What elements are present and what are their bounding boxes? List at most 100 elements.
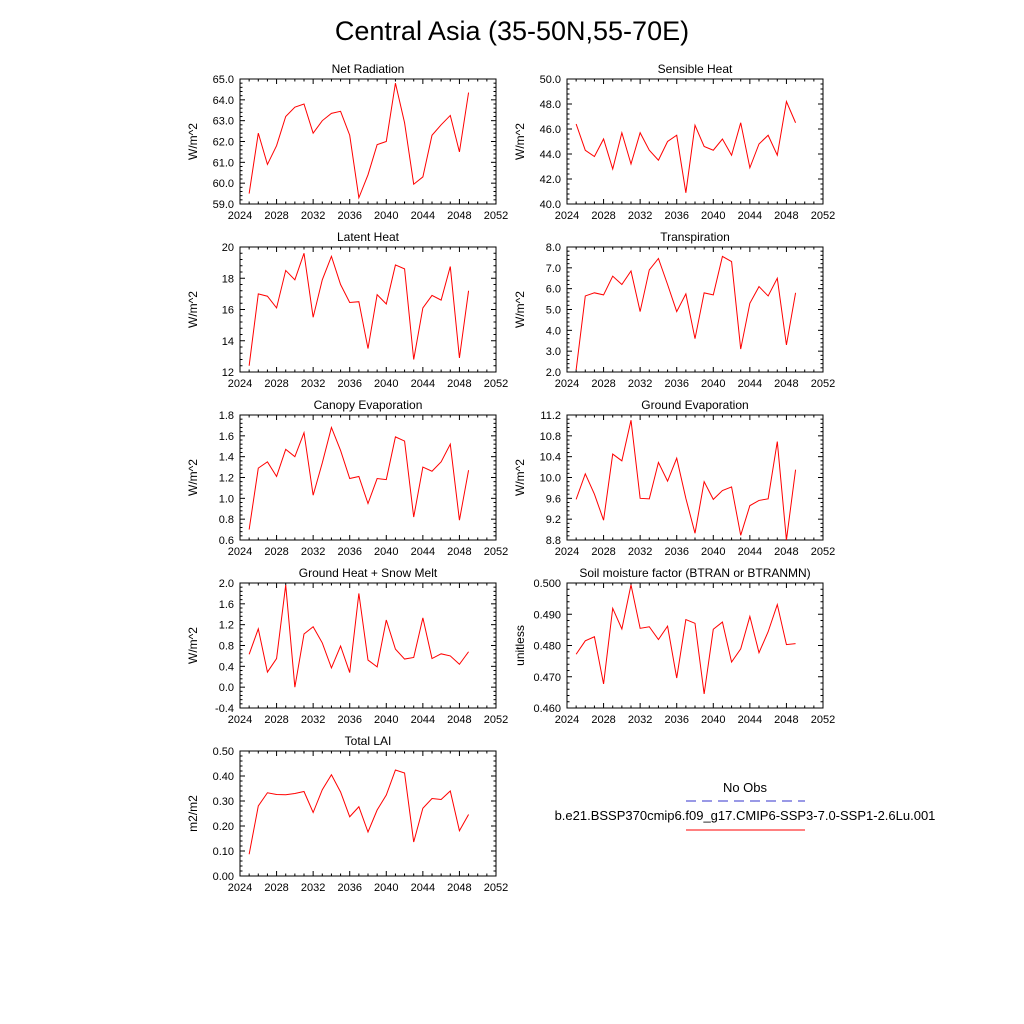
y-tick-label: 0.40 [213,771,234,783]
y-tick-label: 46.0 [540,124,561,136]
panel-9: Total LAI m2/m2 2024 2028 2032 2036 2040 2044 20… [186,734,508,894]
y-tick-label: 10.0 [540,473,561,485]
y-tick-label: 2.0 [219,578,234,590]
x-tick-label: 2028 [264,714,288,726]
x-tick-label: 2044 [738,714,762,726]
y-tick-label: 1.8 [219,410,234,422]
series-line [575,99,797,193]
x-tick-label: 2044 [411,210,435,222]
panel-title: Total LAI [345,734,392,748]
y-tick-label: 1.2 [219,620,234,632]
y-tick-label: 10.4 [540,452,561,464]
legend: No Obs b.e21.BSSP370cmip6.f09_g17.CMIP6-… [555,780,935,831]
x-tick-label: 2036 [664,378,688,390]
plot-frame [566,582,824,709]
panel-title: Ground Evaporation [641,398,748,412]
x-tick-label: 2052 [811,378,835,390]
x-tick-label: 2032 [628,546,652,558]
y-tick-label: 1.0 [219,493,234,505]
x-tick-label: 2044 [738,378,762,390]
y-tick-label: 0.50 [213,746,234,758]
panel-title: Ground Heat + Snow Melt [299,566,438,580]
x-tick-label: 2044 [738,210,762,222]
y-tick-label: 0.480 [533,641,561,653]
panel-8: Soil moisture factor (BTRAN or BTRANMN) u… [513,566,835,726]
x-tick-label: 2044 [411,378,435,390]
panel-2: Sensible Heat W/m^2 2024 2028 2032 2036 2040 20… [513,62,835,222]
y-tick-label: 16 [222,305,234,317]
x-tick-label: 2048 [774,210,798,222]
figure-title: Central Asia (35-50N,55-70E) [335,16,689,46]
y-tick-label: 12 [222,367,234,379]
plot-frame [239,414,497,541]
series-line [575,420,797,541]
y-tick-label: 50.0 [540,74,561,86]
x-tick-label: 2028 [264,210,288,222]
x-tick-label: 2052 [484,378,508,390]
y-tick-label: 60.0 [213,178,234,190]
x-tick-label: 2048 [447,378,471,390]
y-tick-label: 5.0 [546,305,561,317]
y-axis-label: W/m^2 [186,291,200,328]
y-tick-label: 1.4 [219,452,234,464]
y-tick-label: 42.0 [540,174,561,186]
y-tick-label: 0.0 [219,682,234,694]
x-tick-label: 2024 [228,210,252,222]
y-tick-label: 0.4 [219,661,234,673]
y-tick-label: 0.8 [219,514,234,526]
x-tick-label: 2048 [774,714,798,726]
y-tick-label: 1.6 [219,599,234,611]
y-tick-label: 62.0 [213,137,234,149]
panel-title: Latent Heat [337,230,400,244]
x-tick-label: 2036 [664,210,688,222]
x-tick-label: 2024 [228,714,252,726]
y-tick-label: 0.500 [533,578,561,590]
x-tick-label: 2052 [811,714,835,726]
x-tick-label: 2036 [337,378,361,390]
x-tick-label: 2036 [337,882,361,894]
panel-6: Ground Evaporation W/m^2 2024 2028 2032 2036 2… [513,398,835,558]
x-tick-label: 2028 [264,546,288,558]
x-tick-label: 2036 [337,546,361,558]
y-tick-label: 18 [222,273,234,285]
y-tick-label: 0.20 [213,821,234,833]
y-axis-label: W/m^2 [513,291,527,328]
panel-4: Transpiration W/m^2 2024 2028 2032 2036 2040 20… [513,230,835,390]
panels: Net Radiation W/m^2 2024 2028 2032 2036 2040 20… [186,62,835,894]
panel-7: Ground Heat + Snow Melt W/m^2 2024 2028 2032… [186,566,508,726]
x-tick-label: 2028 [264,882,288,894]
x-tick-label: 2052 [811,210,835,222]
x-tick-label: 2028 [591,378,615,390]
y-tick-label: 0.460 [533,703,561,715]
y-axis-label: W/m^2 [186,627,200,664]
x-tick-label: 2032 [301,714,325,726]
y-tick-label: 63.0 [213,116,234,128]
y-tick-label: 8.8 [546,535,561,547]
y-axis-label: W/m^2 [186,459,200,496]
x-tick-label: 2032 [628,714,652,726]
y-tick-label: 10.8 [540,431,561,443]
y-tick-label: 0.30 [213,796,234,808]
plot-frame [566,246,824,373]
series-line [575,584,796,695]
plot-frame [566,78,824,205]
y-tick-label: 48.0 [540,99,561,111]
x-tick-label: 2024 [555,714,579,726]
series-line [248,769,470,855]
y-tick-label: 7.0 [546,263,561,275]
x-tick-label: 2044 [411,882,435,894]
x-tick-label: 2048 [447,714,471,726]
series-line [248,585,469,688]
panel-5: Canopy Evaporation W/m^2 2024 2028 2032 2036 2… [186,398,508,558]
y-tick-label: 6.0 [546,284,561,296]
y-tick-label: 8.0 [546,242,561,254]
x-tick-label: 2040 [701,210,725,222]
x-tick-label: 2036 [337,210,361,222]
x-tick-label: 2040 [374,378,398,390]
y-tick-label: 2.0 [546,367,561,379]
x-tick-label: 2040 [374,210,398,222]
series-line [248,83,470,200]
x-tick-label: 2048 [774,378,798,390]
y-axis-label: unitless [513,625,527,666]
